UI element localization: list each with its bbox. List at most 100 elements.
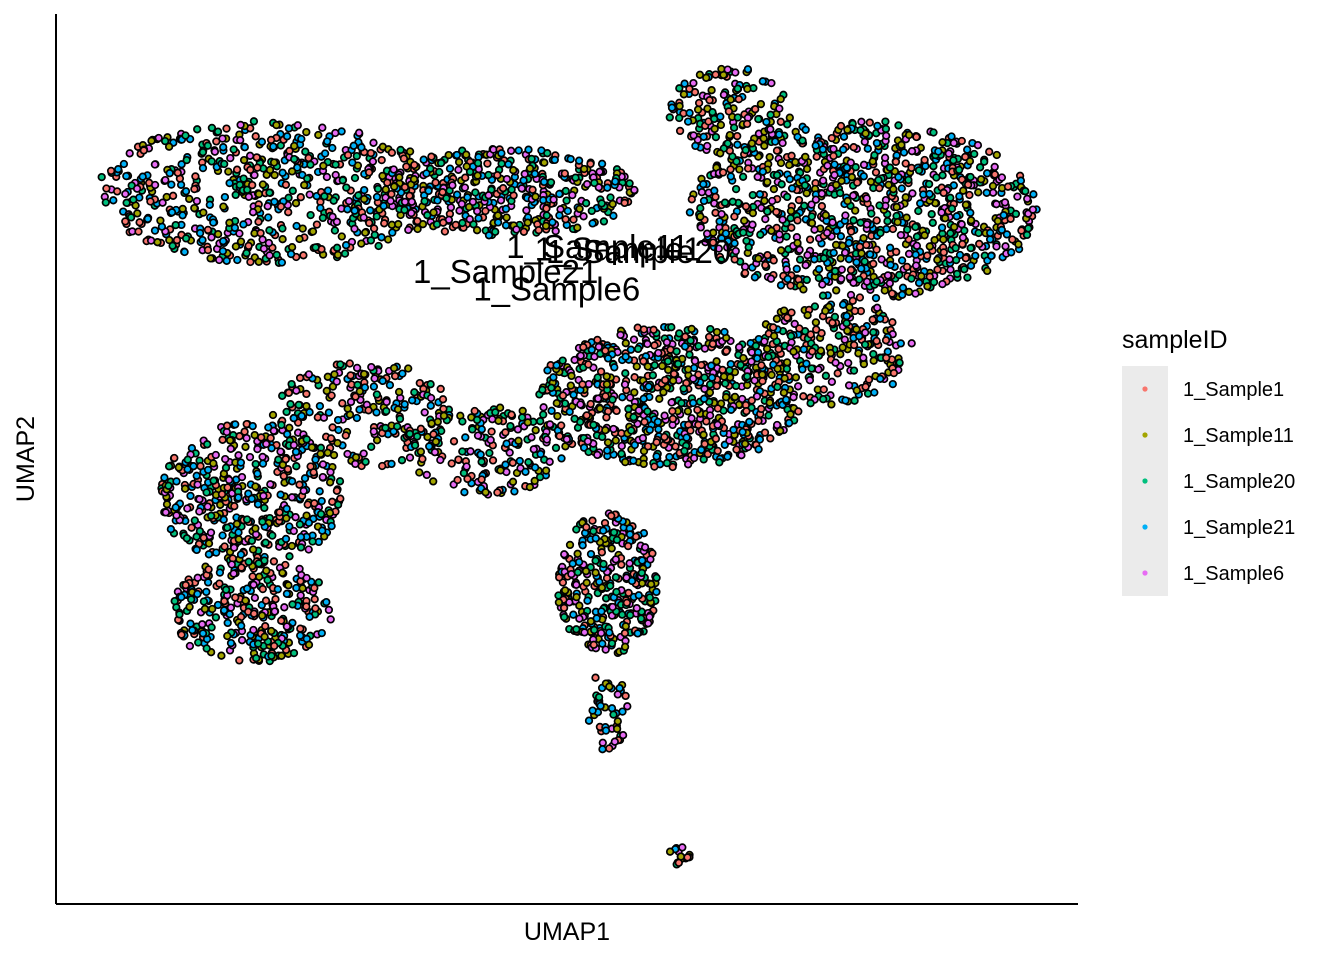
data-point	[360, 185, 369, 195]
data-point	[650, 462, 659, 471]
data-point	[277, 420, 286, 430]
data-point	[471, 188, 480, 197]
data-point	[873, 121, 882, 131]
data-point	[694, 341, 703, 351]
cluster-labels-layer: 1_Sample11_Sample111_Sample201_Sample211…	[413, 228, 731, 308]
data-point	[369, 382, 379, 391]
data-point	[806, 399, 815, 408]
data-point	[283, 465, 292, 474]
data-point	[644, 382, 653, 391]
data-point	[436, 455, 445, 465]
data-point	[599, 526, 608, 535]
data-point	[847, 173, 857, 182]
data-point	[683, 117, 693, 126]
data-point	[303, 174, 312, 183]
data-point	[849, 366, 859, 375]
data-point	[946, 229, 955, 238]
data-point	[671, 442, 680, 451]
data-point	[231, 242, 241, 251]
data-point	[527, 154, 536, 164]
data-point	[410, 388, 419, 397]
data-point	[937, 208, 946, 217]
data-point	[660, 432, 669, 442]
data-point	[885, 163, 895, 172]
data-point	[555, 431, 564, 441]
data-point	[326, 467, 335, 477]
data-point	[161, 175, 170, 185]
data-point	[652, 438, 661, 447]
data-point	[252, 654, 261, 663]
data-point	[911, 261, 921, 270]
data-point	[276, 490, 285, 499]
data-point	[880, 153, 890, 162]
data-point	[430, 448, 440, 457]
data-point	[887, 289, 897, 298]
data-point	[814, 265, 824, 274]
data-point	[601, 346, 610, 355]
data-point	[215, 579, 224, 588]
data-point	[562, 196, 571, 205]
data-point	[713, 420, 722, 429]
data-point	[462, 462, 471, 471]
data-point	[181, 187, 191, 196]
data-point	[801, 152, 810, 162]
data-point	[728, 197, 737, 206]
data-point	[296, 624, 305, 633]
data-point	[255, 572, 264, 581]
data-point	[874, 175, 883, 185]
data-point	[754, 445, 763, 454]
data-point	[802, 164, 812, 174]
data-point	[975, 163, 985, 172]
data-point	[226, 444, 235, 453]
data-point	[812, 152, 821, 161]
data-point	[668, 406, 677, 416]
data-point	[167, 208, 177, 217]
data-point	[702, 229, 712, 238]
data-point	[776, 94, 785, 104]
data-point	[811, 141, 820, 150]
data-point	[705, 380, 715, 389]
data-point	[663, 357, 673, 366]
data-point	[236, 458, 246, 467]
data-point	[632, 362, 641, 371]
data-point	[365, 218, 374, 228]
data-point	[463, 193, 472, 202]
data-point	[545, 420, 555, 429]
legend-key-dot	[1142, 570, 1148, 576]
data-point	[343, 404, 352, 413]
data-point	[438, 395, 448, 404]
data-point	[196, 461, 205, 471]
data-point	[731, 68, 740, 77]
data-point	[510, 487, 519, 496]
data-point	[871, 293, 881, 303]
data-point	[603, 183, 612, 192]
legend-item-label: 1_Sample6	[1183, 563, 1284, 585]
data-point	[237, 472, 247, 482]
data-point	[768, 196, 777, 206]
data-point	[542, 435, 552, 444]
legend-title: sampleID	[1122, 326, 1228, 354]
data-point	[715, 217, 724, 226]
data-point	[185, 602, 194, 612]
data-point	[236, 136, 245, 145]
data-point	[839, 145, 848, 154]
data-point	[1006, 214, 1015, 223]
data-point	[454, 455, 463, 464]
data-point	[542, 211, 551, 220]
data-point	[786, 281, 795, 290]
data-point	[885, 243, 895, 252]
data-point	[527, 433, 536, 442]
data-point	[431, 178, 440, 187]
data-point	[276, 202, 286, 211]
data-point	[908, 189, 917, 198]
data-point	[837, 176, 846, 186]
data-point	[680, 79, 689, 88]
data-point	[664, 365, 673, 375]
data-point	[702, 417, 711, 426]
data-point	[627, 576, 637, 586]
data-point	[794, 407, 803, 416]
data-point	[550, 155, 559, 165]
data-point	[699, 394, 709, 403]
data-point	[689, 453, 699, 463]
data-point	[300, 180, 309, 190]
